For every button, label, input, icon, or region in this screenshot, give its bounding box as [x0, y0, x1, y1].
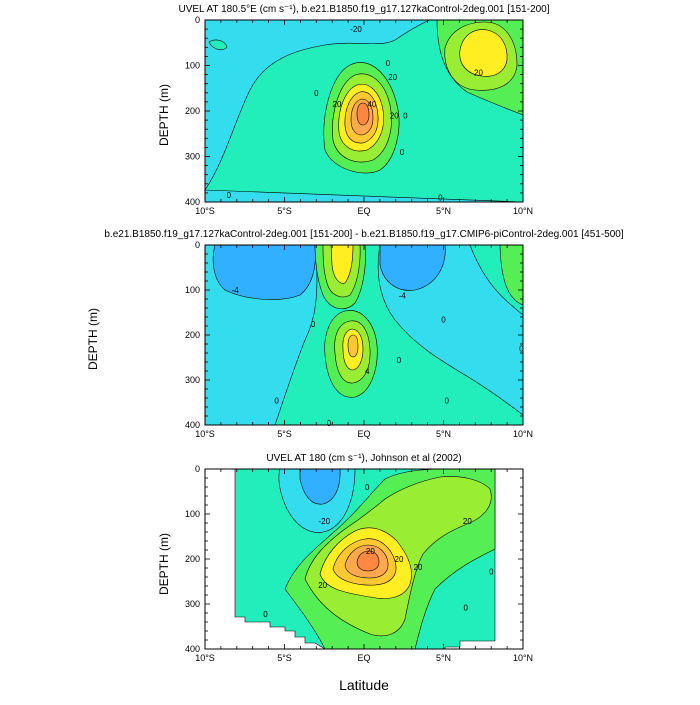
contour-label: 0 [274, 396, 279, 405]
contour-label: 20 [388, 73, 397, 82]
x-tick-label: 5°S [277, 653, 292, 663]
x-tick-label: 10°S [195, 206, 215, 216]
x-tick-label: 5°S [277, 429, 292, 439]
contour-label: 20 [333, 100, 342, 109]
contour-label: 20 [318, 581, 327, 590]
y-tick-label: 100 [185, 509, 200, 519]
panel-2-filled-contours [205, 245, 523, 425]
panel-3-title: UVEL AT 180 (cm s⁻¹), Johnson et al (200… [266, 453, 462, 464]
contour-region-level_lt_-20 [212, 245, 316, 300]
y-tick-label: 200 [185, 554, 200, 564]
x-tick-label: 10°N [513, 653, 533, 663]
contour-region-level_lt_-20 [379, 245, 446, 291]
x-tick-label: 5°S [277, 206, 292, 216]
contour-label: 0 [444, 396, 449, 405]
x-tick-label: 10°N [513, 206, 533, 216]
contour-label: 4 [365, 367, 370, 376]
x-tick-label: 10°S [195, 653, 215, 663]
contour-region-level_gt_60 [356, 550, 380, 572]
contour-label: 0 [386, 59, 391, 68]
contour-label: -4 [232, 286, 240, 295]
contour-label: 0 [327, 419, 332, 428]
contour-region-level_0_10 [208, 39, 228, 51]
panel-3: 10°S 5°S EQ 5°N 10°N0100200300400-2002020202… [185, 464, 533, 663]
contour-label: 0 [489, 568, 494, 577]
contour-label: 0 [263, 610, 268, 619]
y-tick-label: 300 [185, 375, 200, 385]
contour-label: 0 [400, 148, 405, 157]
panel-3-filled-contours [205, 469, 523, 649]
panel-1-filled-contours [205, 20, 523, 202]
y-tick-label: 400 [185, 644, 200, 654]
contour-region-level_gt_60 [356, 102, 370, 126]
panel-1: 10°S 5°S EQ 5°N 10°N0100200300400-2002002020… [185, 15, 533, 216]
y-tick-label: 0 [195, 15, 200, 25]
contour-label: 0 [365, 483, 370, 492]
panel-1-ylabel: DEPTH (m) [157, 84, 171, 146]
contour-label: 0 [314, 89, 319, 98]
contour-label: -4 [399, 291, 407, 300]
panel-2-title: b.e21.B1850.f19_g17.127kaControl-2deg.00… [104, 229, 624, 240]
contour-label: 0 [441, 315, 446, 324]
x-tick-label: 5°N [436, 429, 451, 439]
y-tick-label: 400 [185, 420, 200, 430]
panel-1-title: UVEL AT 180.5°E (cm s⁻¹), b.e21.B1850.f1… [178, 4, 550, 15]
contour-region-level_30_40 [459, 29, 508, 77]
x-tick-label: EQ [357, 653, 370, 663]
contour-region-level_40_50 [347, 334, 359, 358]
contour-label: 20 [395, 555, 404, 564]
y-tick-label: 100 [185, 61, 200, 71]
y-tick-label: 100 [185, 285, 200, 295]
contour-label: 0 [464, 604, 469, 613]
contour-label: 20 [414, 563, 423, 572]
x-tick-label: 10°N [513, 429, 533, 439]
contour-label: 0 [227, 191, 232, 200]
x-tick-label: 10°S [195, 429, 215, 439]
x-tick-label: EQ [357, 429, 370, 439]
contour-label: 40 [367, 100, 376, 109]
contour-label: 20 [366, 547, 375, 556]
contour-label: 0 [311, 320, 316, 329]
contour-label: 0 [397, 356, 402, 365]
contour-label: 20 [474, 68, 483, 77]
panel-3-ylabel: DEPTH (m) [157, 533, 171, 595]
y-tick-label: 200 [185, 106, 200, 116]
y-tick-label: 300 [185, 599, 200, 609]
contour-label: 0 [438, 193, 443, 202]
x-tick-label: 5°N [436, 206, 451, 216]
y-tick-label: 300 [185, 152, 200, 162]
x-tick-label: 5°N [436, 653, 451, 663]
y-tick-label: 200 [185, 330, 200, 340]
x-tick-label: EQ [357, 206, 370, 216]
y-tick-label: 0 [195, 464, 200, 474]
y-tick-label: 400 [185, 197, 200, 207]
y-tick-label: 0 [195, 240, 200, 250]
contour-label: 0 [403, 112, 408, 121]
contour-label: -20 [318, 517, 330, 526]
figure-xlabel: Latitude [339, 677, 389, 693]
figure-ylabel: DEPTH (m) [86, 308, 100, 370]
contour-region-level_30_40 [330, 245, 354, 284]
contour-label: 0 [519, 345, 524, 354]
contour-label: 20 [390, 112, 399, 121]
contour-label: -20 [350, 25, 362, 34]
contour-label: 20 [463, 517, 472, 526]
contour-region-level_lt_-20 [299, 469, 341, 505]
